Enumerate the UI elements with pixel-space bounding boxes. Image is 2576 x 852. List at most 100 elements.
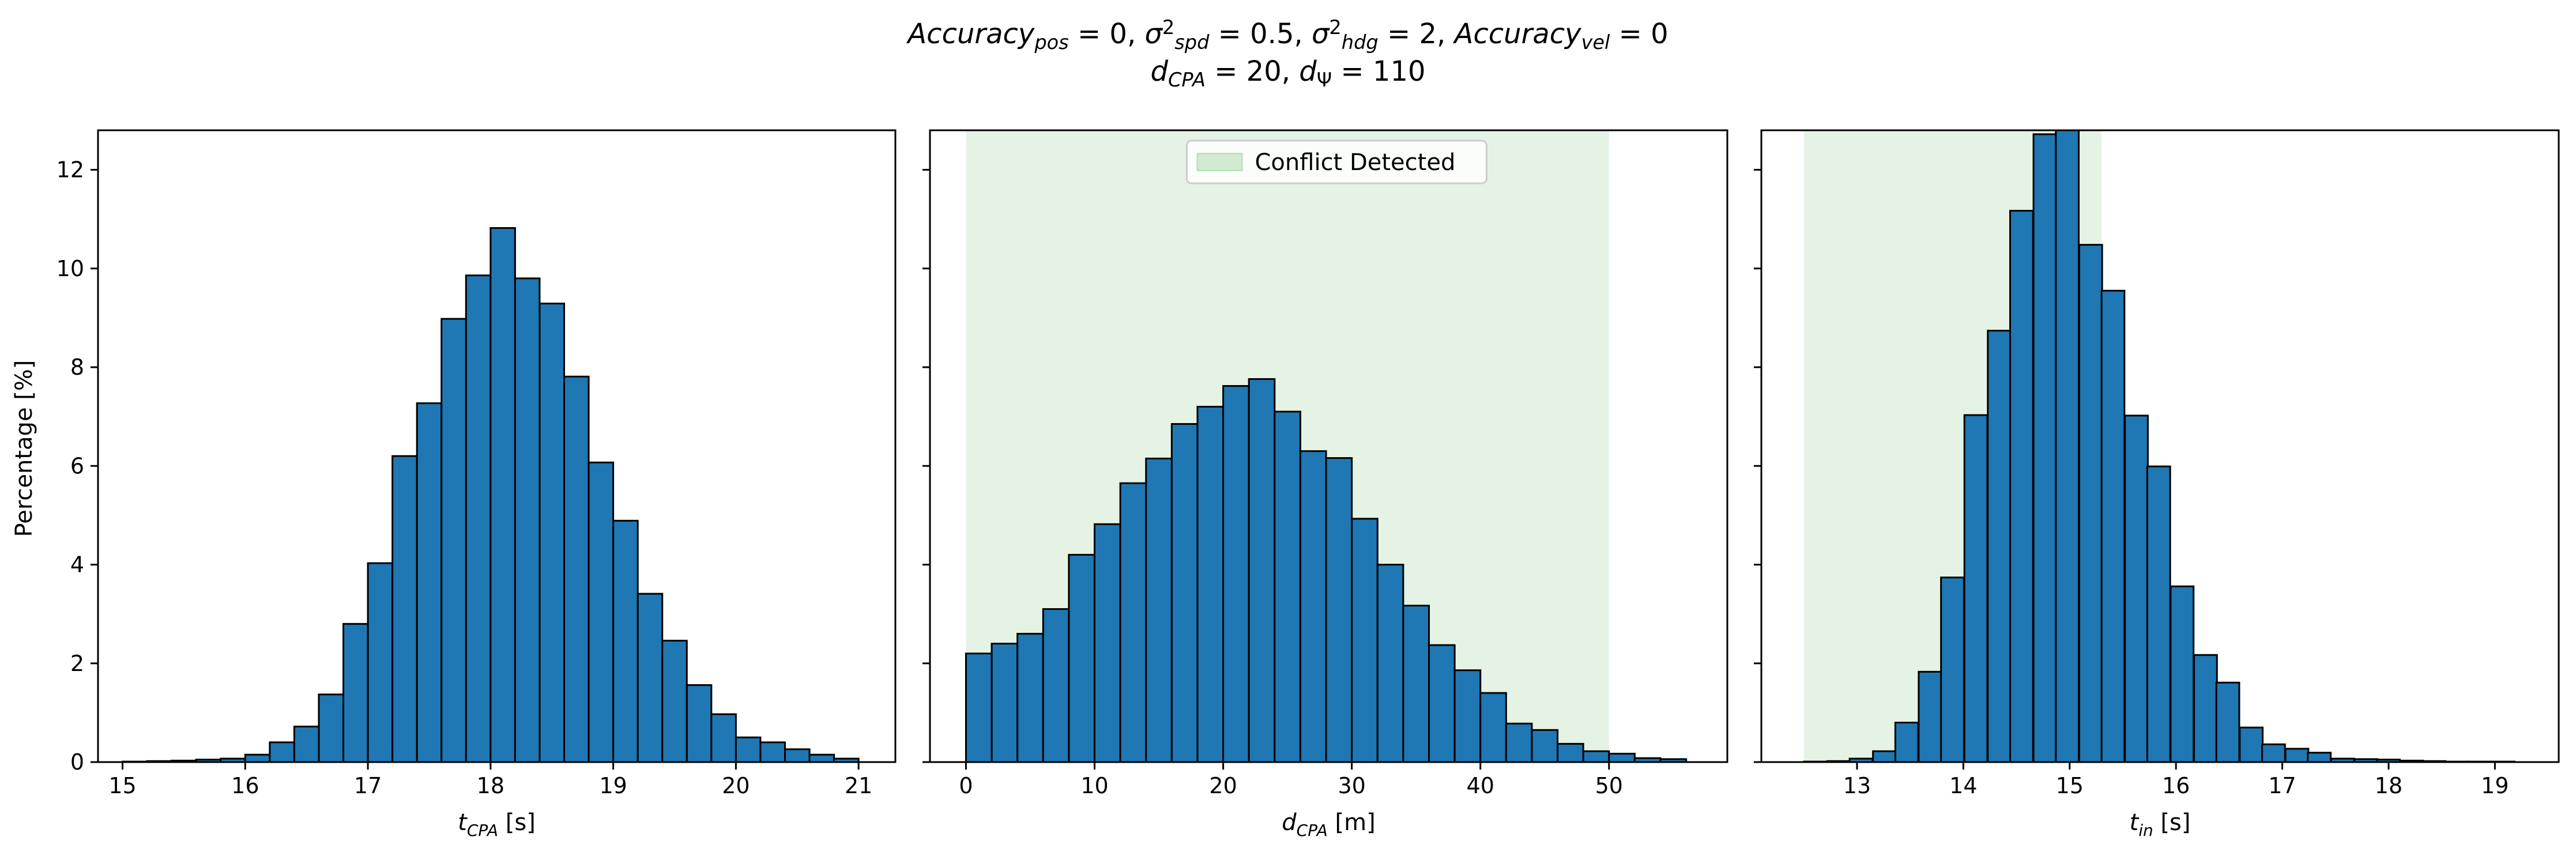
title-line-1-part: hdg — [1342, 31, 1379, 54]
histogram-bar — [1042, 608, 1070, 762]
histogram-bar — [342, 623, 369, 762]
histogram-bar — [637, 593, 664, 762]
histogram-bar — [2284, 748, 2310, 762]
title-line-1-part: Accuracy — [1453, 18, 1582, 50]
x-tick-label: 19 — [2481, 773, 2509, 798]
title-line-1-part: 2 — [1329, 16, 1341, 39]
histogram-bar — [293, 725, 320, 762]
histogram-bar — [2124, 414, 2149, 762]
histogram-bar — [1582, 750, 1610, 762]
title-line-1-part: σ — [1144, 18, 1163, 50]
histogram-bar — [244, 753, 271, 762]
histogram-bar — [808, 753, 835, 762]
x-axis-label-part: CPA — [467, 821, 498, 840]
y-tick-label: 4 — [70, 552, 84, 578]
histogram-bar — [1351, 518, 1379, 762]
histogram-bar — [686, 684, 713, 762]
plot-area — [965, 130, 1688, 762]
x-axis-label: tin [s] — [2130, 809, 2191, 840]
title-line-2-part: Ψ — [1317, 69, 1332, 91]
x-tick-label: 20 — [722, 773, 750, 798]
histogram-bar — [2078, 244, 2103, 762]
histogram-bar — [1016, 632, 1044, 762]
histogram-bar — [1428, 644, 1456, 762]
histogram-bar — [1376, 564, 1404, 762]
legend: Conflict Detected — [1186, 140, 1487, 184]
x-tick-label: 18 — [2375, 773, 2402, 798]
histogram-bar — [1531, 729, 1559, 762]
histogram-bar — [1963, 414, 1989, 762]
y-tick-label: 0 — [70, 749, 84, 775]
histogram-bar — [710, 713, 737, 762]
histogram-bar — [318, 693, 345, 762]
x-axis-label-part: t — [458, 809, 468, 836]
x-tick-label: 19 — [599, 773, 627, 798]
x-tick-label: 17 — [354, 773, 382, 798]
title-line-1: Accuracypos = 0, σ2spd = 0.5, σ2hdg = 2,… — [906, 16, 1668, 54]
x-axis-label-part: d — [1282, 809, 1297, 836]
title-line-2: dCPA = 20, dΨ = 110 — [1150, 55, 1425, 91]
histogram-bar — [1608, 752, 1636, 762]
x-tick-label: 20 — [1209, 773, 1237, 798]
x-tick-label: 10 — [1080, 773, 1108, 798]
title-line-1-part: vel — [1581, 31, 1611, 54]
histogram-bar — [1145, 457, 1173, 762]
histogram-bar — [2100, 289, 2126, 762]
axes-frame — [97, 129, 897, 763]
title-line-1-part: σ — [1312, 18, 1330, 50]
legend-label: Conflict Detected — [1255, 149, 1456, 176]
x-tick-label: 21 — [845, 773, 872, 798]
histogram-bar — [269, 741, 295, 762]
histogram-bar — [2261, 743, 2286, 762]
histogram-bar — [391, 455, 418, 762]
y-tick-label: 8 — [70, 355, 84, 380]
histogram-bar — [612, 519, 639, 762]
title-line-1-part: 2 — [1162, 16, 1174, 39]
histogram-bar — [1987, 330, 2012, 762]
x-tick-label: 16 — [231, 773, 259, 798]
x-tick-label: 16 — [2162, 773, 2190, 798]
plot-area — [1803, 130, 2516, 762]
histogram-bar — [2009, 210, 2034, 762]
histogram-bar — [563, 375, 590, 762]
histogram-bar — [489, 227, 516, 762]
histogram-bar — [2032, 133, 2058, 762]
histogram-bar — [538, 303, 566, 762]
title-line-1-part: = 0, — [1069, 18, 1145, 50]
histogram-bar — [514, 277, 541, 762]
histogram-bar — [1894, 722, 1919, 762]
histogram-bar — [465, 274, 492, 762]
title-line-1-part: = 0.5, — [1209, 18, 1312, 50]
histogram-bar — [1170, 423, 1199, 762]
x-tick-label: 18 — [477, 773, 504, 798]
title-line-2-part: = 110 — [1332, 55, 1425, 88]
y-tick-label: 10 — [57, 256, 84, 281]
x-tick-label: 40 — [1467, 773, 1494, 798]
histogram-bar — [759, 741, 786, 762]
x-axis-label-part: t — [2130, 809, 2140, 836]
histogram-bar — [1094, 523, 1121, 762]
x-axis-label-part: [m] — [1328, 809, 1376, 836]
x-tick-label: 50 — [1595, 773, 1623, 798]
histogram-bar — [661, 639, 688, 762]
x-axis-label-part: CPA — [1297, 821, 1328, 840]
x-tick-label: 15 — [108, 773, 136, 798]
x-tick-label: 15 — [2056, 773, 2084, 798]
x-axis-label: dCPA [m] — [1282, 809, 1375, 840]
title-line-1-part: pos — [1034, 31, 1068, 54]
histogram-bar — [784, 748, 811, 762]
histogram-bar — [1274, 410, 1301, 762]
histogram-bar — [1918, 670, 1943, 762]
histogram-bar — [587, 461, 615, 762]
x-axis-label-part: [s] — [498, 809, 536, 836]
histogram-bar — [1479, 692, 1507, 762]
legend-box — [1186, 140, 1487, 184]
panel-tcpa: 0 2 4 6 8 10 12 15 16 17 18 19 20 21 tCPA [s] — [57, 129, 897, 840]
histogram-bar — [991, 643, 1019, 762]
histogram-bar — [1940, 576, 1965, 762]
histogram-bar — [367, 562, 394, 762]
histogram-bar — [1119, 482, 1147, 762]
title-line-2-part: CPA — [1168, 69, 1206, 91]
histogram-bar — [1248, 378, 1276, 762]
axes-frame — [1760, 129, 2560, 763]
